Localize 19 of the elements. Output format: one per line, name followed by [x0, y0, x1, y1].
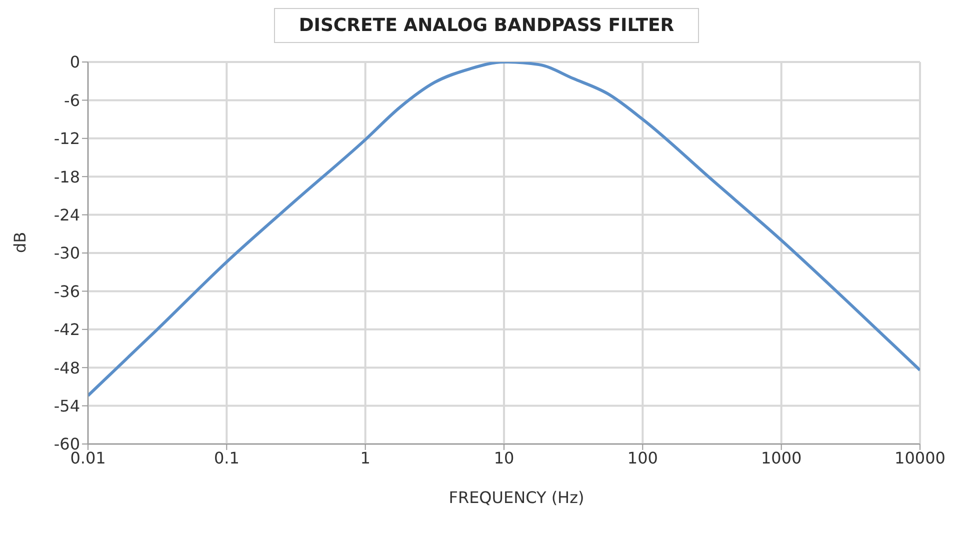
- x-axis-title: FREQUENCY (Hz): [448, 488, 586, 507]
- y-tick-label: 0: [70, 52, 80, 72]
- y-tick-label: -18: [54, 167, 80, 186]
- y-tick-label: -42: [54, 320, 80, 340]
- y-axis-title: dB: [10, 232, 30, 253]
- x-tick-label: 0.1: [214, 448, 240, 468]
- y-tick-label: -6: [64, 90, 80, 110]
- y-tick-label: -48: [54, 358, 80, 378]
- y-tick-label: -12: [54, 129, 80, 148]
- chart-title: DISCRETE ANALOG BANDPASS FILTER: [274, 8, 700, 43]
- x-tick-label: 1000: [760, 448, 802, 468]
- x-tick-label: 1: [360, 448, 370, 468]
- y-tick-label: -30: [54, 244, 80, 263]
- y-tick-label: -54: [54, 396, 80, 416]
- x-tick-label: 100: [627, 448, 658, 468]
- y-tick-label: -24: [54, 205, 80, 224]
- x-tick-label: 10000: [894, 448, 946, 468]
- x-tick-label: 10: [494, 448, 514, 468]
- y-tick-label: -36: [54, 282, 80, 301]
